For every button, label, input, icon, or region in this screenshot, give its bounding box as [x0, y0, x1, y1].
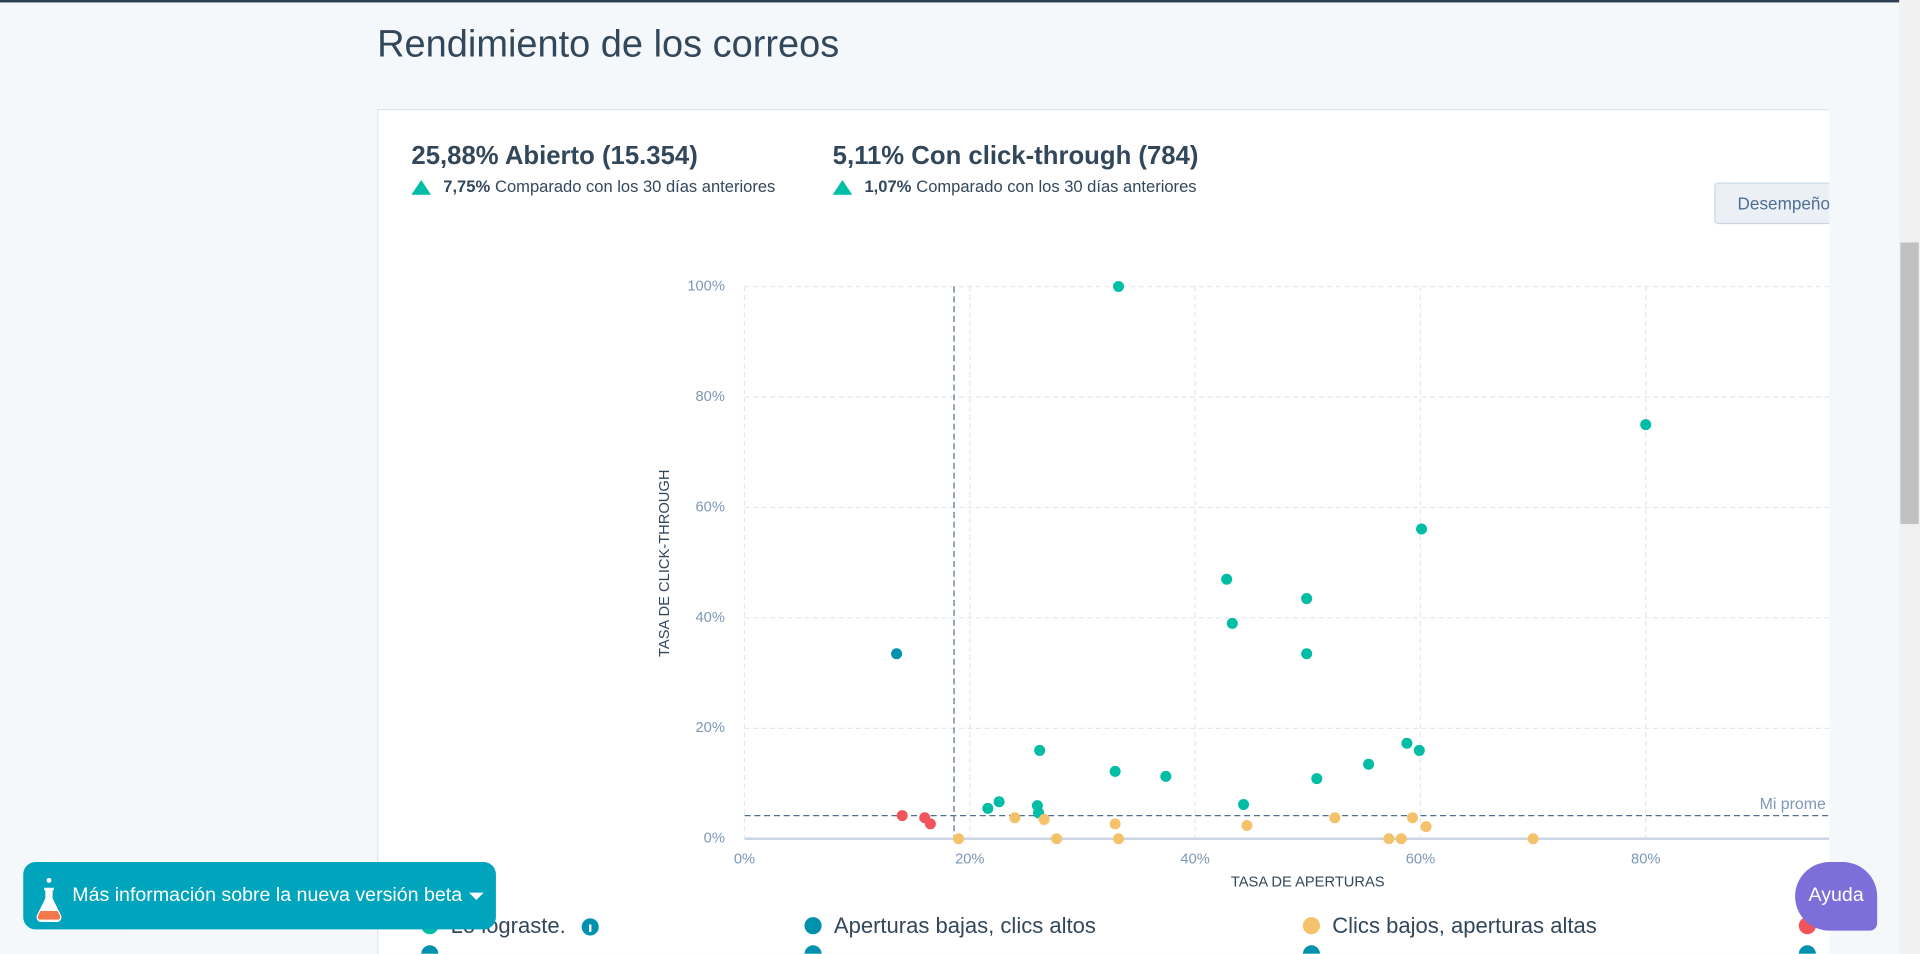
y-tick-label: 20% — [695, 720, 724, 736]
point — [1329, 812, 1341, 824]
point — [1009, 812, 1021, 824]
x-tick-label: 80% — [1631, 851, 1660, 867]
summary-headline: 5,11% Con click-through (784) — [832, 142, 1199, 171]
y-tick-label: 40% — [695, 610, 724, 626]
point — [1416, 523, 1428, 535]
summary-change: 7,75% Comparado con los 30 días anteriore… — [411, 178, 775, 196]
point — [896, 810, 908, 822]
point — [993, 796, 1005, 808]
help-button[interactable]: Ayuda — [1795, 862, 1878, 931]
point — [1109, 818, 1121, 830]
point — [1113, 281, 1125, 293]
info-icon — [1798, 945, 1816, 954]
info-icon-mark — [588, 924, 592, 932]
up-arrow — [832, 179, 853, 195]
page-title: Rendimiento de los correos — [377, 22, 840, 65]
point — [982, 802, 994, 814]
legend-label: Clics bajos, aperturas altas — [1332, 913, 1597, 938]
point — [891, 648, 903, 660]
legend-label: Aperturas bajas, clics altos — [834, 913, 1096, 938]
summary-headline: 25,88% Abierto (15.354) — [411, 142, 698, 171]
summary-item: 5,11% Con click-through (784) 1,07% Compa… — [832, 142, 1199, 196]
point — [1420, 821, 1432, 833]
comparison-text: Comparado con los 30 días anteriores — [495, 177, 776, 196]
y-tick-label: 60% — [695, 499, 724, 515]
y-tick-label: 0% — [704, 831, 725, 847]
point — [953, 833, 965, 845]
y-tick-label: 100% — [687, 278, 725, 294]
point — [1238, 799, 1250, 811]
x-tick-label: 20% — [955, 851, 984, 867]
info-icon — [421, 945, 439, 954]
x-tick-label: 60% — [1406, 851, 1435, 867]
chart: 0% 20% 40% 60% 80% 100% 0% 20% 40% 60% 80% TASA DE … — [421, 278, 1830, 954]
point — [1301, 593, 1313, 605]
comparison-text: Comparado con los 30 días anteriores — [916, 177, 1197, 196]
y-tick-label: 80% — [695, 389, 724, 405]
change-value: 1,07% — [864, 177, 912, 196]
point — [1038, 813, 1050, 825]
point — [924, 818, 936, 830]
point — [1221, 573, 1233, 585]
point — [1051, 833, 1063, 845]
legend-swatch — [804, 917, 822, 935]
point — [1383, 833, 1395, 845]
change-value: 7,75% — [443, 177, 491, 196]
point — [1109, 765, 1121, 777]
point — [1311, 773, 1323, 785]
beta-text: Más información sobre la nueva versión b… — [72, 884, 463, 906]
point — [1401, 737, 1413, 749]
y-axis-label: TASA DE CLICK-THROUGH — [657, 470, 673, 657]
summary-item: 25,88% Abierto (15.354) 7,75% Comparado c… — [411, 142, 775, 196]
summary-change: 1,07% Comparado con los 30 días anteriore… — [832, 177, 1199, 196]
card — [377, 108, 1830, 954]
info-icon — [1302, 945, 1320, 954]
top-border — [0, 0, 1920, 3]
info-icon — [804, 945, 822, 954]
flask-icon — [36, 877, 62, 923]
point — [1241, 820, 1253, 832]
up-arrow — [411, 179, 432, 195]
point — [1160, 770, 1172, 782]
point — [1113, 833, 1125, 845]
point — [1395, 833, 1407, 845]
point — [1226, 617, 1238, 629]
point — [1407, 812, 1419, 824]
point — [1640, 419, 1652, 431]
performance-button[interactable]: Desempeño — [1714, 182, 1830, 225]
beta-banner[interactable]: Más información sobre la nueva versión b… — [23, 862, 496, 930]
x-tick-label: 0% — [734, 851, 755, 867]
scrollbar-thumb — [1900, 242, 1919, 525]
x-axis-label: TASA DE APERTURAS — [1231, 875, 1385, 891]
average-label: Mi prome — [1760, 796, 1826, 813]
card-clip: Desempeño 0% 20% 40% 60% 80% 100% 0% 20% 40% 60% 8… — [421, 182, 1830, 954]
caret — [469, 892, 485, 900]
point — [1034, 744, 1046, 756]
point — [1301, 648, 1313, 660]
x-tick-label: 40% — [1180, 851, 1209, 867]
point — [1527, 833, 1539, 845]
point — [1413, 744, 1425, 756]
point — [1363, 758, 1375, 770]
legend-swatch — [1302, 917, 1321, 935]
